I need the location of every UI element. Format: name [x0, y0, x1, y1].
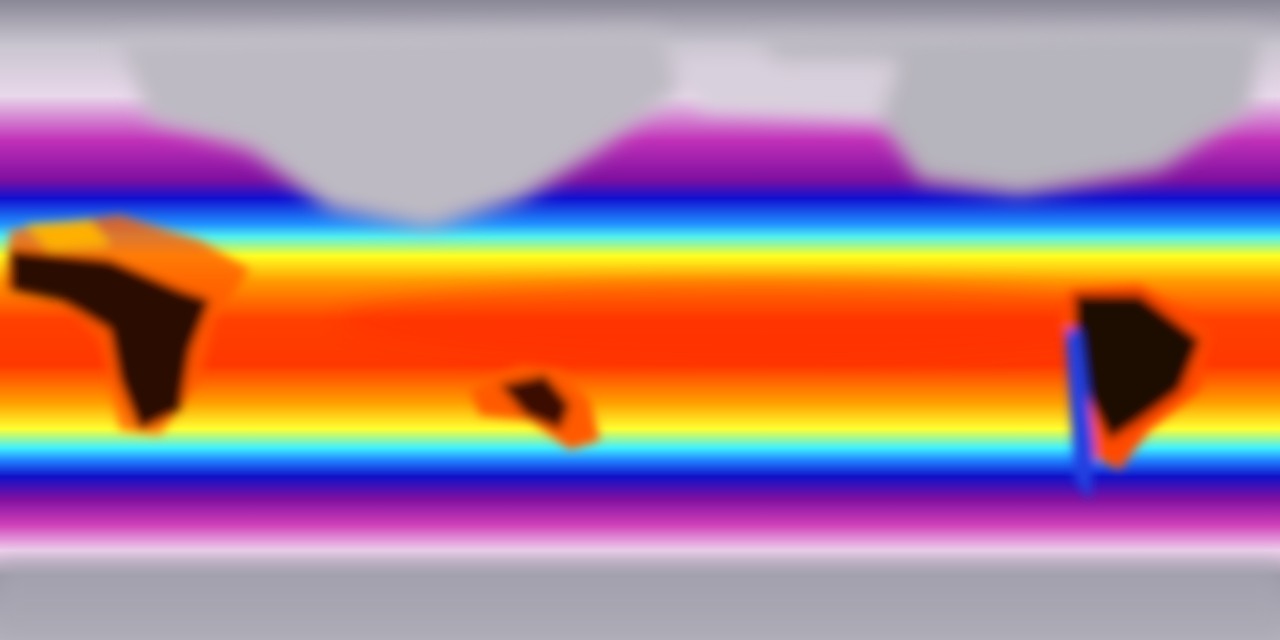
south-america: [1060, 285, 1210, 500]
northern-landmasses: [120, 30, 1260, 230]
antarctica: [0, 560, 1280, 640]
africa: [5, 215, 250, 435]
australia: [470, 365, 600, 450]
equatorial-warm-band: [340, 280, 1180, 360]
